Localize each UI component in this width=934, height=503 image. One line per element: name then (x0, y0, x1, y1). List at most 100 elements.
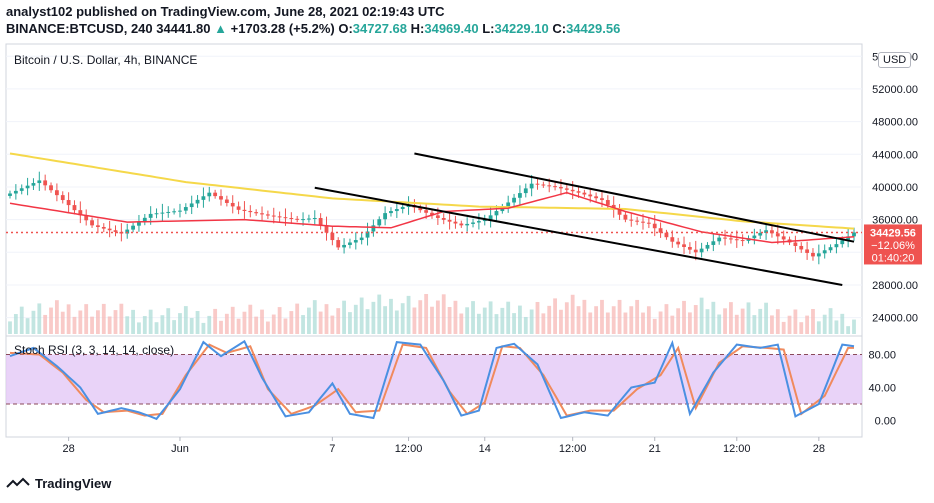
high-value: 34969.40 (424, 21, 479, 36)
volume-bar (178, 313, 182, 334)
candle-body (482, 219, 487, 222)
candle (277, 211, 282, 222)
candle (60, 191, 65, 204)
candle-body (8, 193, 12, 196)
candle-body (705, 244, 710, 249)
volume-bar (840, 313, 845, 334)
candle (430, 208, 434, 219)
time-tick-label: 12:00 (559, 443, 587, 455)
candle (142, 213, 147, 226)
candle-body (154, 213, 159, 215)
candle (13, 184, 18, 200)
volume-bar (154, 322, 159, 334)
candle-body (348, 242, 352, 245)
volume-bar (447, 307, 452, 334)
candle-body (137, 221, 141, 226)
candle (764, 222, 768, 240)
candle-body (242, 209, 247, 211)
channel-upper-line (414, 152, 855, 243)
candle-body (852, 232, 856, 237)
candle (90, 217, 94, 228)
candle-body (447, 219, 452, 222)
candle-body (828, 247, 833, 251)
candle-body (811, 252, 815, 257)
symbol: BINANCE:BTCUSD, 240 (6, 21, 153, 36)
candle (805, 241, 810, 260)
candle-body (699, 248, 704, 253)
volume-bar (330, 315, 335, 334)
volume-bar (781, 321, 786, 334)
rsi-panel-title: Stoch RSI (3, 3, 14, 14, close) (14, 343, 175, 357)
price-change: +1703.28 (+5.2%) (230, 21, 335, 36)
candle (160, 203, 165, 222)
tradingview-logo-icon (6, 477, 30, 488)
currency-badge[interactable]: USD (878, 52, 912, 68)
candle-body (506, 202, 511, 207)
candle-body (693, 249, 698, 253)
candle (770, 225, 774, 238)
candle-body (201, 196, 206, 200)
candle-body (729, 238, 733, 240)
volume-bar (717, 314, 722, 334)
candle-body (734, 239, 739, 241)
volume-bar (535, 301, 540, 334)
candle-body (717, 237, 722, 242)
volume-bar (359, 297, 364, 334)
volume-bar (195, 311, 200, 334)
volume-bar (828, 308, 833, 334)
candle (224, 195, 229, 207)
candle (242, 201, 247, 219)
candle-body (383, 213, 388, 220)
volume-bar (476, 313, 481, 334)
candle (295, 215, 300, 223)
chart-frame (5, 43, 863, 438)
volume-bar (729, 302, 733, 334)
tradingview-brand[interactable]: TradingView (6, 476, 111, 491)
time-tick-label: 12:00 (395, 443, 423, 455)
volume-bar (611, 306, 616, 334)
volume-bar (541, 313, 546, 334)
symbol-quote-line: BINANCE:BTCUSD, 240 34441.80 ▲ +1703.28 … (6, 21, 621, 36)
volume-bar (435, 300, 440, 334)
volume-bar (189, 318, 194, 334)
candle-body (277, 216, 282, 218)
volume-bar (734, 314, 739, 334)
candle-body (676, 241, 681, 245)
volume-bar (512, 313, 516, 334)
candle (377, 216, 382, 228)
candle (740, 234, 745, 247)
candle-body (441, 218, 446, 220)
candle (471, 218, 475, 228)
candle-body (518, 193, 522, 198)
volume-bar (646, 306, 651, 334)
volume-bar (605, 312, 610, 334)
price-tick-label: 48000.00 (872, 117, 918, 129)
candle-body (400, 206, 405, 210)
candle-body (424, 210, 429, 213)
candle-body (324, 225, 329, 233)
candle-body (553, 186, 557, 188)
price-tick-label: 52000.00 (872, 84, 918, 96)
volume-bar (31, 310, 36, 334)
candle (72, 200, 77, 215)
rsi-tick-label: 80.00 (868, 350, 896, 362)
volume-bar (506, 301, 511, 334)
volume-bar (295, 303, 300, 334)
price-labels: 34429.56−12.06%01:40:20 (864, 224, 922, 265)
candle-body (213, 192, 218, 197)
volume-bar (383, 306, 388, 334)
candle (348, 238, 352, 249)
price-tick-label: 24000.00 (872, 313, 918, 325)
candle (107, 220, 112, 238)
volume-bar (676, 308, 681, 334)
volume-bar (418, 300, 423, 334)
volume-bar (336, 308, 341, 334)
volume-bar (113, 310, 118, 334)
candle-body (13, 190, 18, 194)
candle (629, 212, 634, 227)
candles (8, 171, 856, 265)
candle (25, 177, 30, 196)
volume-bar (84, 304, 89, 334)
volume-bar (271, 314, 276, 334)
